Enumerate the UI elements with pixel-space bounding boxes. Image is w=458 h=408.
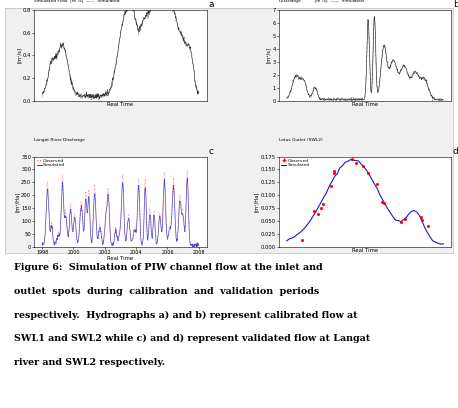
Point	[378, 199, 386, 206]
Point	[331, 169, 338, 176]
Point	[331, 168, 338, 174]
Text: c: c	[208, 146, 213, 155]
Point	[419, 217, 426, 224]
Point	[364, 170, 371, 177]
Point	[381, 200, 388, 206]
Point	[353, 160, 360, 166]
Point	[397, 219, 404, 225]
Point	[315, 211, 322, 217]
Point	[320, 200, 327, 207]
X-axis label: Real Time: Real Time	[107, 256, 134, 262]
Y-axis label: [m³/s]: [m³/s]	[266, 47, 271, 63]
Y-axis label: [m³/s]: [m³/s]	[16, 47, 22, 63]
X-axis label: Real Time: Real Time	[352, 248, 378, 253]
Y-axis label: [m³/Ha]: [m³/Ha]	[254, 191, 259, 212]
Legend: Observed, Simulated: Observed, Simulated	[281, 159, 310, 167]
Text: outlet  spots  during  calibration  and  validation  periods: outlet spots during calibration and vali…	[14, 287, 319, 296]
Y-axis label: [m³/Ha]: [m³/Ha]	[15, 191, 20, 212]
Point	[373, 181, 381, 187]
Text: Discharge          [m³/s]  ——  Simulated: Discharge [m³/s] —— Simulated	[279, 0, 364, 3]
Text: respectively.  Hydrographs a) and b) represent calibrated flow at: respectively. Hydrographs a) and b) repr…	[14, 310, 357, 319]
Point	[424, 222, 431, 229]
Point	[360, 163, 367, 170]
Text: Figure 6:  Simulation of PIW channel flow at the inlet and: Figure 6: Simulation of PIW channel flow…	[14, 263, 322, 272]
X-axis label: Real Time: Real Time	[352, 102, 378, 107]
Text: a: a	[208, 0, 214, 9]
Text: d: d	[453, 146, 458, 155]
Text: SWL1 and SWL2 while c) and d) represent validated flow at Langat: SWL1 and SWL2 while c) and d) represent …	[14, 334, 370, 343]
Point	[417, 214, 425, 220]
Point	[327, 182, 335, 189]
Point	[349, 156, 356, 162]
Point	[310, 208, 317, 215]
X-axis label: Real Time: Real Time	[107, 102, 134, 107]
Legend: Observed, Simulated: Observed, Simulated	[37, 159, 65, 167]
Text: river and SWL2 respectively.: river and SWL2 respectively.	[14, 358, 165, 367]
Point	[317, 205, 325, 211]
Text: Lotus Outlet (SWL2): Lotus Outlet (SWL2)	[279, 138, 322, 142]
Point	[401, 215, 409, 222]
Point	[298, 237, 305, 243]
Text: b: b	[453, 0, 458, 9]
Text: Simulated Flow  [m³/s]  ——  Simulated: Simulated Flow [m³/s] —— Simulated	[34, 0, 120, 3]
Text: Langat River Discharge: Langat River Discharge	[34, 138, 85, 142]
